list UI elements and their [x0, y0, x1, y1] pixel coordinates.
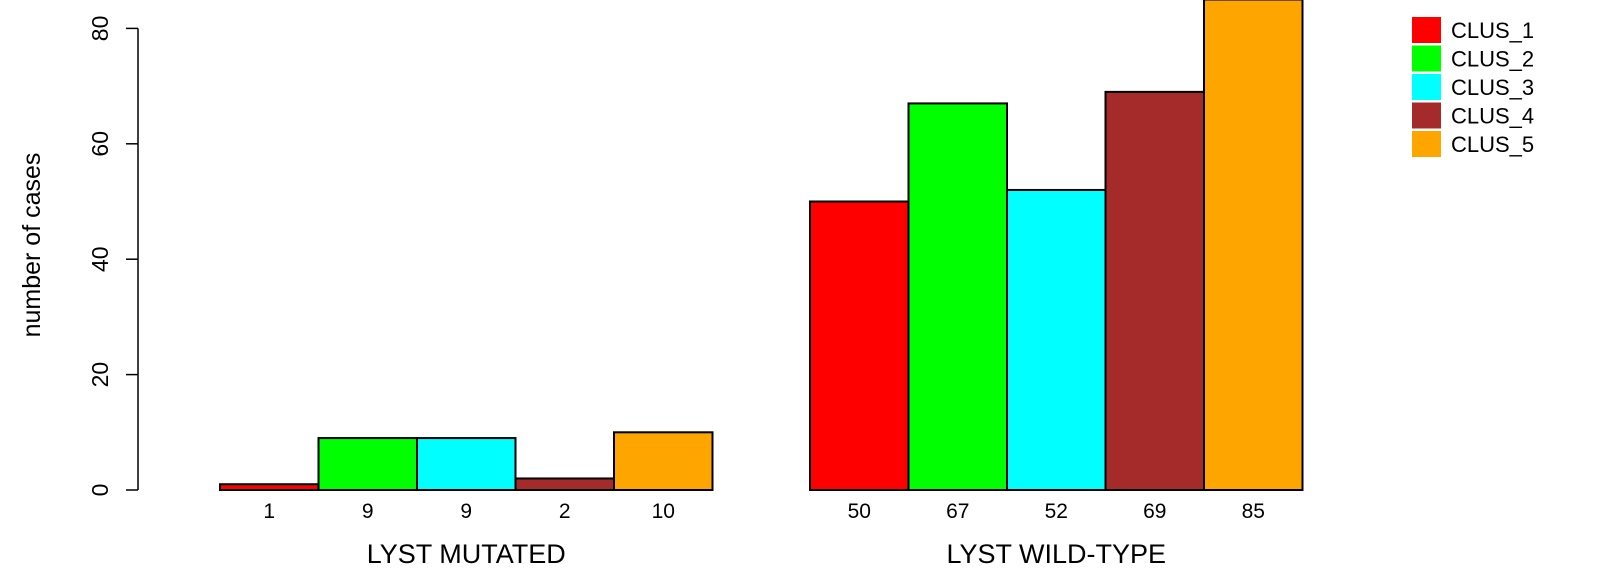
bar-value-label: 52 [1045, 500, 1068, 523]
bar [416, 437, 517, 492]
bar-value-label: 85 [1242, 500, 1265, 523]
bar-value-label: 50 [848, 500, 871, 523]
legend: CLUS_1 CLUS_2 CLUS_3 CLUS_4 CLUS_5 [1412, 17, 1534, 157]
bar-value-label: 10 [652, 500, 675, 523]
bar-value-labels: 1 9 9 2 10 50 67 52 69 85 [263, 500, 1265, 523]
bar-value-label: 9 [362, 500, 374, 523]
group-labels: LYST MUTATED LYST WILD-TYPE [367, 539, 1166, 569]
y-tick-label: 20 [87, 362, 113, 388]
y-tick-label: 60 [87, 131, 113, 157]
bar-value-label: 69 [1143, 500, 1166, 523]
group-label: LYST MUTATED [367, 539, 566, 569]
legend-label: CLUS_5 [1451, 132, 1534, 157]
bar-value-label: 9 [460, 500, 472, 523]
bar-value-label: 2 [559, 500, 571, 523]
bar [1104, 90, 1205, 492]
y-axis-title: number of cases [18, 153, 46, 338]
legend-swatch [1412, 45, 1441, 72]
bar-value-label: 1 [263, 500, 275, 523]
bar [514, 477, 615, 491]
y-axis: 0 20 40 60 80 [87, 16, 139, 497]
bars [219, 0, 1304, 492]
legend-swatch [1412, 74, 1441, 100]
legend-label: CLUS_3 [1451, 75, 1534, 100]
bar [613, 431, 714, 491]
legend-label: CLUS_4 [1451, 104, 1534, 129]
bar [1006, 188, 1107, 492]
bar [809, 200, 910, 491]
legend-swatch [1412, 131, 1441, 157]
legend-swatch [1412, 17, 1441, 43]
legend-label: CLUS_2 [1451, 47, 1534, 72]
legend-swatch [1412, 102, 1441, 129]
group-label: LYST WILD-TYPE [946, 539, 1166, 569]
bar [219, 483, 320, 492]
legend-label: CLUS_1 [1451, 18, 1534, 43]
bar [1203, 0, 1304, 492]
bar-value-label: 67 [946, 500, 969, 523]
bar [907, 102, 1008, 491]
bar [317, 437, 418, 492]
y-tick-label: 40 [87, 246, 113, 272]
y-tick-label: 0 [87, 484, 113, 497]
y-tick-label: 80 [87, 16, 113, 42]
